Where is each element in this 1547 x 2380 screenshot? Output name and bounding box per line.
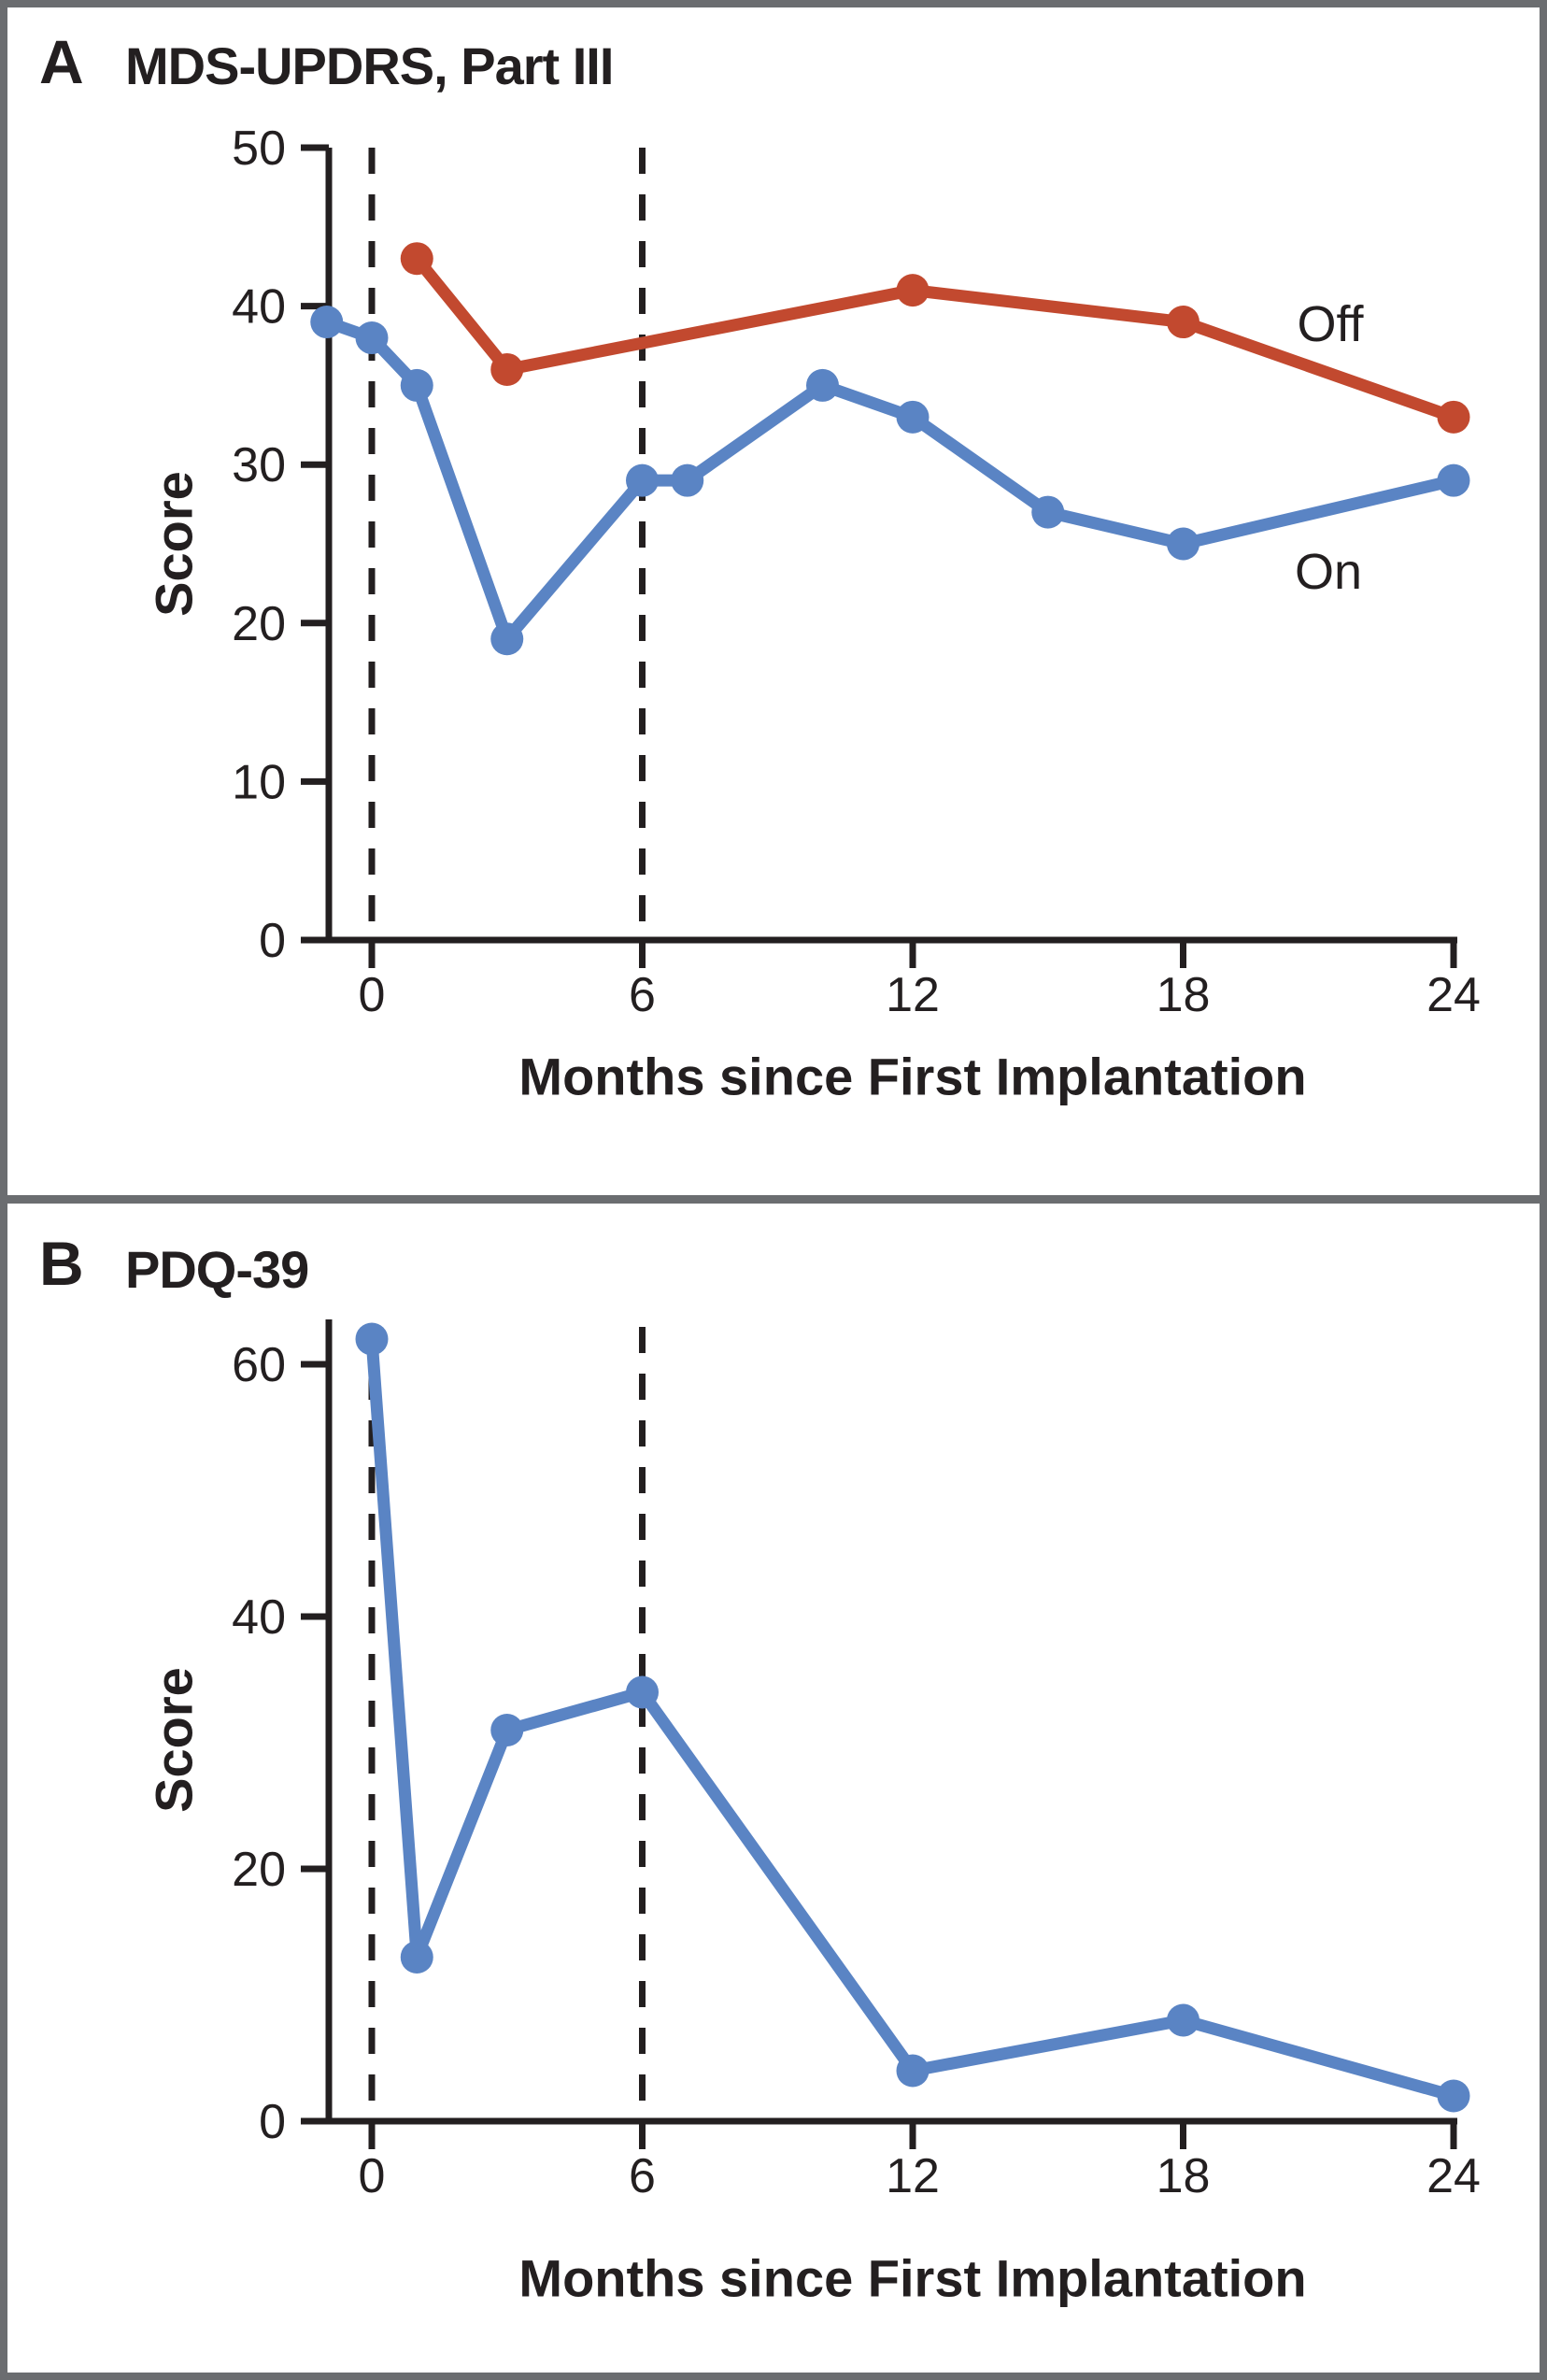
x-tick-label: 18 bbox=[1157, 968, 1211, 1022]
data-point-on bbox=[806, 368, 839, 402]
x-tick-label: 0 bbox=[359, 2149, 386, 2203]
data-point-on bbox=[355, 321, 389, 355]
data-point-on bbox=[1167, 2003, 1199, 2037]
data-point-on bbox=[400, 1941, 433, 1974]
y-tick-label: 20 bbox=[232, 1843, 286, 1897]
y-tick-label: 30 bbox=[232, 438, 286, 492]
data-point-on bbox=[310, 306, 344, 339]
y-tick-label: 40 bbox=[232, 1590, 286, 1645]
x-tick-label: 6 bbox=[629, 2149, 656, 2203]
y-tick-label: 0 bbox=[259, 914, 286, 968]
y-tick-label: 40 bbox=[232, 280, 286, 335]
y-tick-label: 0 bbox=[259, 2095, 286, 2149]
data-point-on bbox=[355, 1322, 389, 1356]
data-point-on bbox=[671, 463, 704, 497]
data-point-on bbox=[400, 368, 433, 402]
x-tick-label: 12 bbox=[886, 2149, 940, 2203]
series-label-off: Off bbox=[1297, 296, 1364, 352]
x-tick-label: 24 bbox=[1426, 2149, 1481, 2203]
panel-b-title: PDQ-39 bbox=[125, 1240, 309, 1299]
panel-b-label: B bbox=[39, 1229, 84, 1298]
panel-a-x-axis-title: Months since First Implantation bbox=[518, 1047, 1307, 1106]
panel-b-y-axis-title: Score bbox=[144, 1667, 204, 1813]
x-tick-label: 6 bbox=[629, 968, 656, 1022]
x-tick-label: 18 bbox=[1157, 2149, 1211, 2203]
y-tick-label: 20 bbox=[232, 597, 286, 651]
data-point-on bbox=[626, 1675, 659, 1709]
y-tick-label: 60 bbox=[232, 1338, 286, 1392]
data-point-on bbox=[896, 400, 930, 434]
data-point-on bbox=[490, 1714, 524, 1746]
data-point-on bbox=[1031, 495, 1065, 529]
series-line-on bbox=[365, 1338, 1455, 2102]
panel-a-y-axis-title: Score bbox=[144, 471, 204, 617]
panel-b-x-axis-title: Months since First Implantation bbox=[518, 2248, 1307, 2308]
series-label-on: On bbox=[1294, 544, 1363, 600]
panel-a-title: MDS-UPDRS, Part III bbox=[125, 36, 614, 95]
y-tick-label: 10 bbox=[232, 755, 286, 809]
x-tick-label: 24 bbox=[1426, 968, 1481, 1022]
data-point-off bbox=[1437, 400, 1470, 434]
data-point-off bbox=[490, 352, 524, 386]
data-point-off bbox=[1167, 306, 1199, 339]
panel-divider bbox=[0, 1195, 1547, 1204]
data-point-on bbox=[490, 622, 524, 656]
data-point-on bbox=[896, 2054, 930, 2088]
data-point-on bbox=[626, 463, 659, 497]
x-tick-label: 0 bbox=[359, 968, 386, 1022]
data-point-on bbox=[1167, 527, 1199, 561]
data-point-on bbox=[1437, 463, 1470, 497]
data-point-off bbox=[400, 242, 433, 276]
data-point-on bbox=[1437, 2079, 1470, 2113]
data-point-off bbox=[896, 274, 930, 307]
panel-a-label: A bbox=[39, 27, 84, 96]
x-tick-label: 12 bbox=[886, 968, 940, 1022]
y-tick-label: 50 bbox=[232, 121, 286, 176]
